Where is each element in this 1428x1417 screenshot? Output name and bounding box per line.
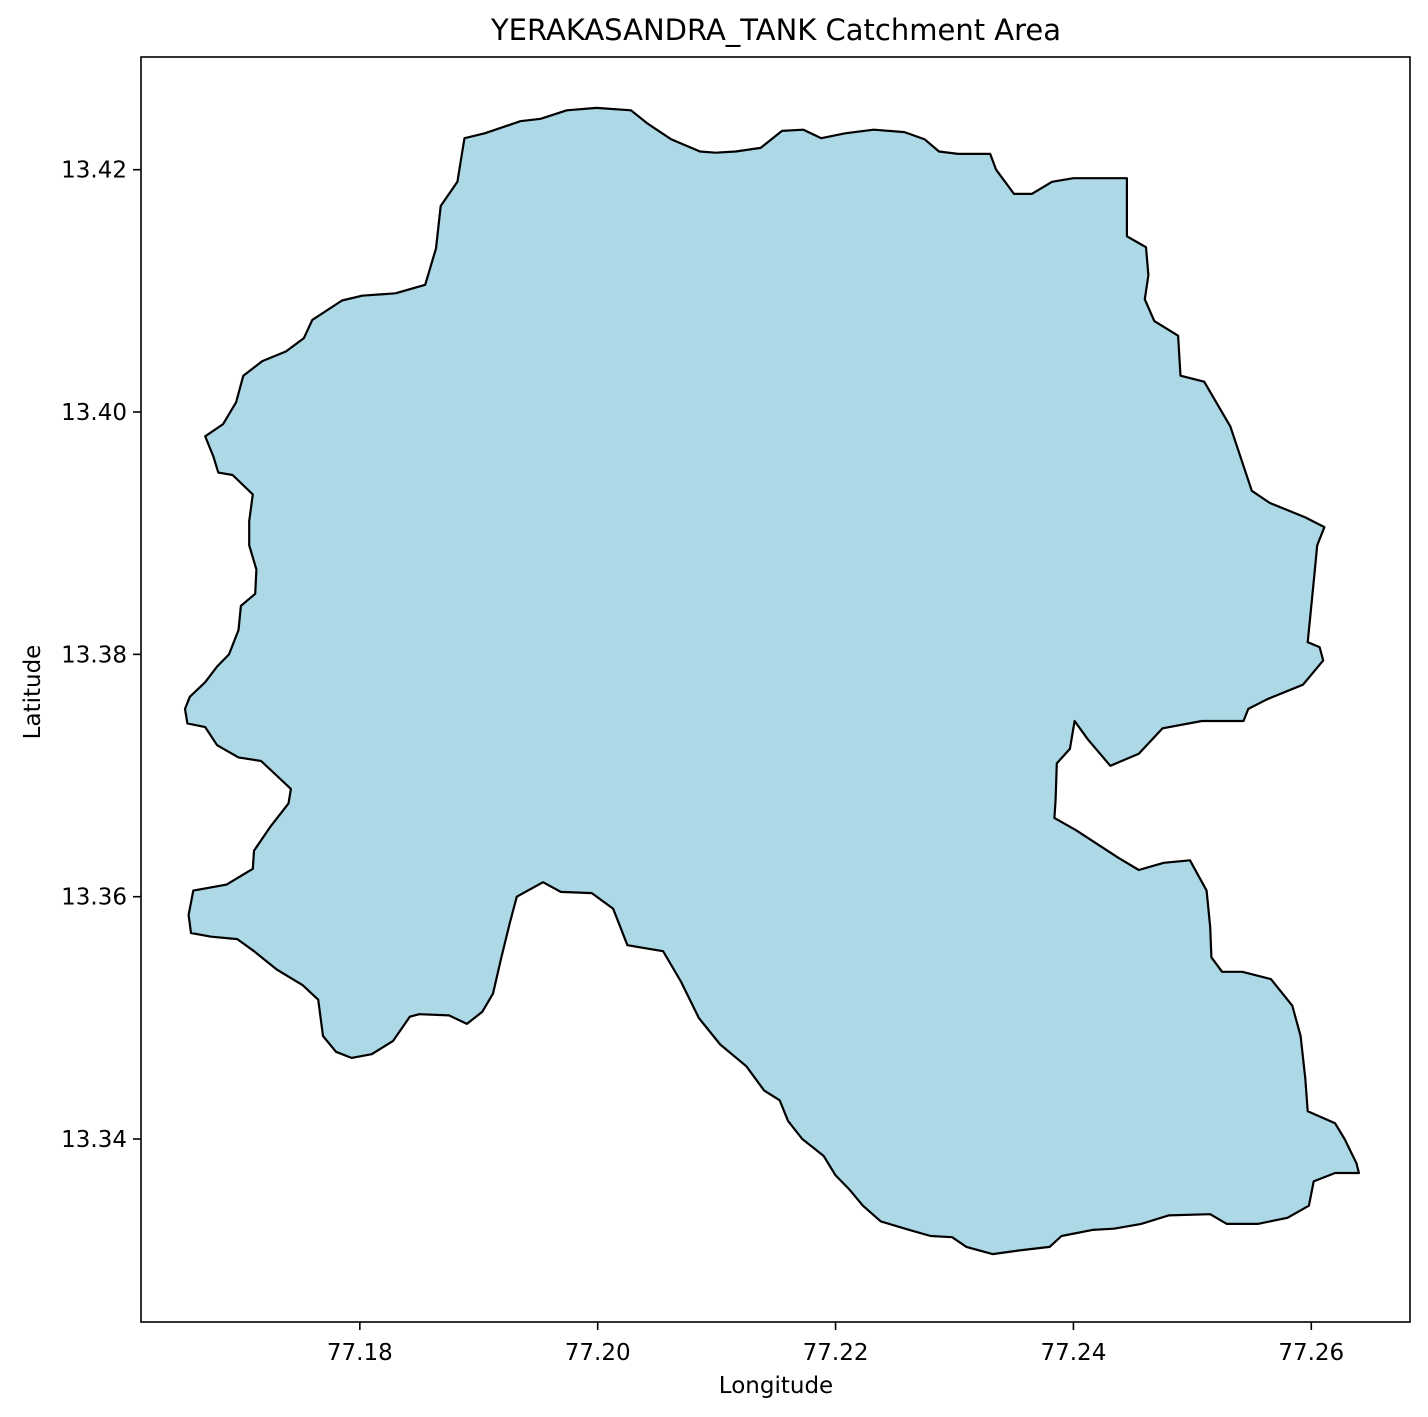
x-axis-ticks: 77.18 77.20 77.22 77.24 77.26 [327,1322,1344,1366]
y-tick-label: 13.34 [61,1127,127,1153]
y-tick-label: 13.40 [61,400,127,426]
y-axis-label: Latitude [20,645,46,740]
x-tick-label: 77.24 [1040,1340,1106,1366]
x-tick-label: 77.20 [565,1340,631,1366]
y-tick-label: 13.42 [61,158,127,184]
x-tick-label: 77.18 [327,1340,393,1366]
y-tick-label: 13.36 [61,885,127,911]
x-axis-label: Longitude [719,1373,833,1399]
axes-frame [140,56,1411,1323]
map-title: YERAKASANDRA_TANK Catchment Area [490,13,1061,47]
y-axis-ticks: 13.34 13.36 13.38 13.40 13.42 [61,158,141,1153]
catchment-polygon [183,106,1360,1256]
x-tick-label: 77.22 [803,1340,869,1366]
plot-area [140,56,1411,1323]
x-tick-label: 77.26 [1278,1340,1344,1366]
y-tick-label: 13.38 [61,642,127,668]
